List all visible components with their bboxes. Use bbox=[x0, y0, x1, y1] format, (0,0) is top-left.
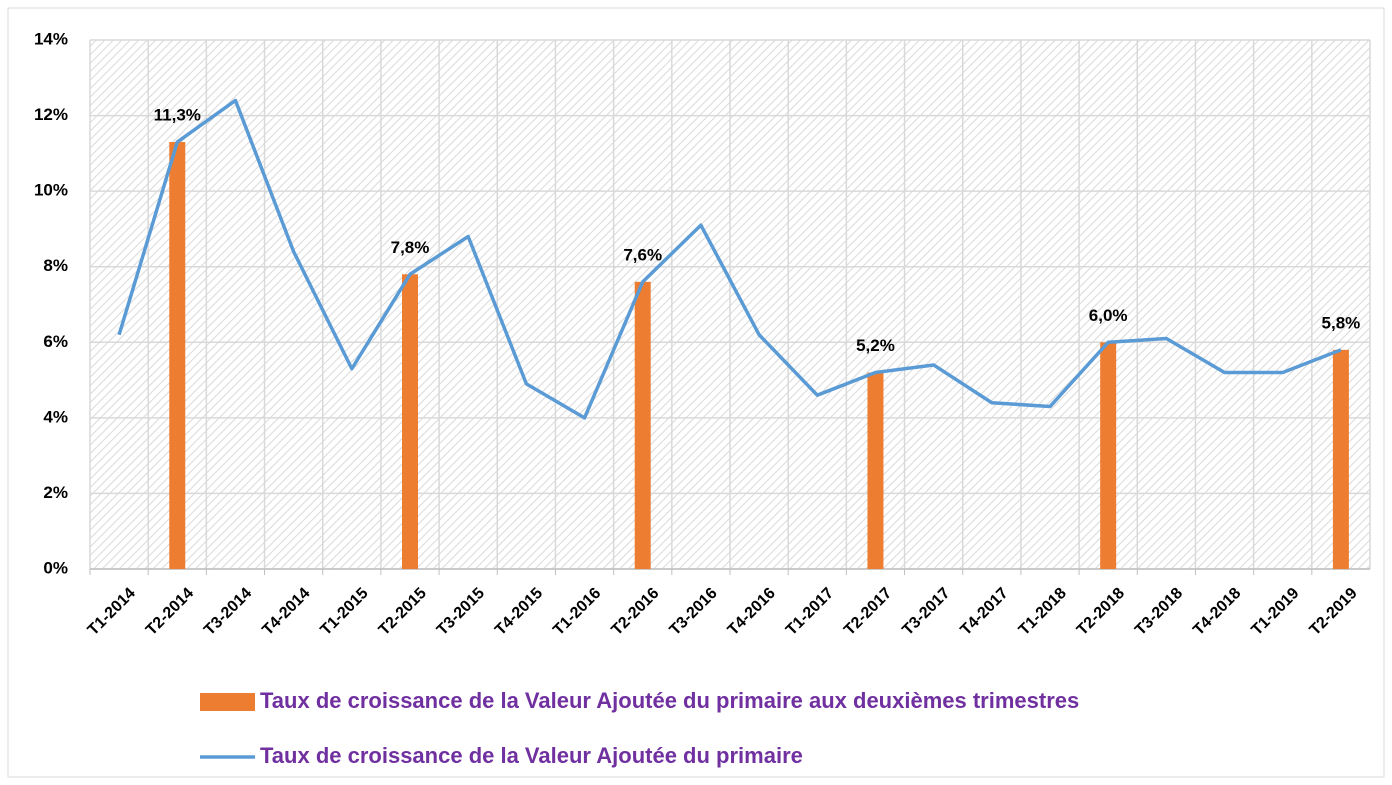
bar bbox=[1100, 342, 1117, 569]
bar bbox=[402, 274, 418, 569]
bar bbox=[1332, 349, 1349, 569]
bar bbox=[169, 142, 186, 569]
y-tick-label: 0% bbox=[43, 558, 68, 577]
legend-swatch bbox=[200, 693, 255, 711]
data-label: 5,8% bbox=[1322, 313, 1361, 332]
y-tick-label: 10% bbox=[34, 181, 68, 200]
bar bbox=[634, 281, 651, 569]
legend-label: Taux de croissance de la Valeur Ajoutée … bbox=[260, 743, 803, 768]
y-tick-label: 2% bbox=[43, 483, 68, 502]
data-label: 7,8% bbox=[391, 238, 430, 257]
legend-label: Taux de croissance de la Valeur Ajoutée … bbox=[260, 688, 1079, 713]
line bbox=[117, 98, 1342, 420]
data-label: 11,3% bbox=[154, 106, 201, 125]
y-tick-label: 12% bbox=[34, 105, 68, 124]
y-tick-label: 8% bbox=[43, 256, 68, 275]
y-tick-label: 4% bbox=[43, 407, 68, 426]
data-label: 7,6% bbox=[623, 245, 662, 264]
bar bbox=[867, 372, 884, 569]
y-tick-label: 14% bbox=[34, 29, 68, 48]
y-tick-label: 6% bbox=[43, 332, 68, 351]
data-label: 6,0% bbox=[1089, 306, 1128, 325]
data-label: 5,2% bbox=[856, 336, 895, 355]
